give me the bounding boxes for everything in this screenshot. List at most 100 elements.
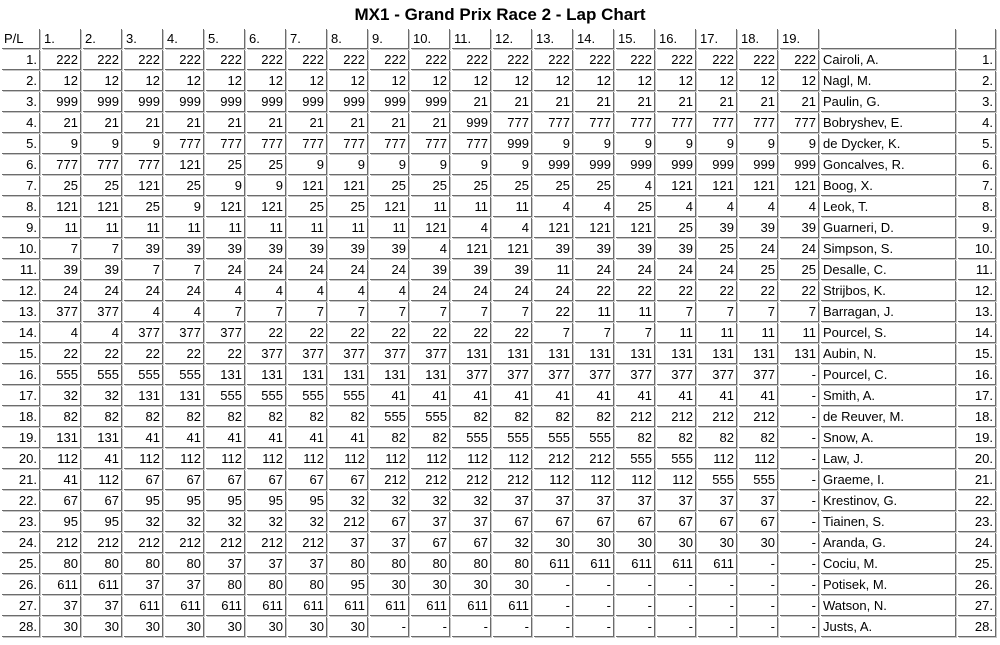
lap-cell: 12: [452, 71, 491, 91]
lap-cell: 999: [42, 92, 81, 112]
lap-cell: 999: [657, 155, 696, 175]
lap-cell: 555: [124, 365, 163, 385]
lap-cell: 131: [575, 344, 614, 364]
lap-cell: 777: [124, 155, 163, 175]
lap-cell: 30: [288, 617, 327, 637]
lap-cell: 222: [493, 50, 532, 70]
lap-cell: 555: [575, 428, 614, 448]
header-lap-11: 11.: [452, 29, 491, 49]
lap-cell: -: [780, 470, 819, 490]
header-lap-3: 3.: [124, 29, 163, 49]
final-position-cell: 18.: [958, 407, 996, 427]
lap-cell: 24: [534, 281, 573, 301]
lap-cell: 95: [288, 491, 327, 511]
lap-cell: 9: [165, 197, 204, 217]
lap-cell: 555: [206, 386, 245, 406]
lap-cell: 67: [124, 470, 163, 490]
lap-cell: 212: [42, 533, 81, 553]
lap-cell: 611: [247, 596, 286, 616]
lap-cell: 82: [288, 407, 327, 427]
lap-cell: 11: [657, 323, 696, 343]
lap-cell: 777: [616, 113, 655, 133]
lap-cell: 121: [575, 218, 614, 238]
lap-cell: 37: [247, 554, 286, 574]
lap-cell: 32: [329, 491, 368, 511]
lap-cell: 95: [206, 491, 245, 511]
lap-cell: 32: [247, 512, 286, 532]
lap-cell: 611: [206, 596, 245, 616]
lap-cell: 131: [698, 344, 737, 364]
final-position-cell: 4.: [958, 113, 996, 133]
position-cell: 17.: [2, 386, 40, 406]
lap-cell: 41: [698, 386, 737, 406]
lap-cell: 41: [329, 428, 368, 448]
lap-cell: 7: [452, 302, 491, 322]
lap-cell: 222: [657, 50, 696, 70]
lap-cell: 12: [534, 71, 573, 91]
final-position-cell: 23.: [958, 512, 996, 532]
lap-cell: -: [575, 575, 614, 595]
lap-cell: 39: [452, 260, 491, 280]
lap-cell: 37: [165, 575, 204, 595]
lap-cell: 11: [452, 197, 491, 217]
lap-cell: 777: [288, 134, 327, 154]
lap-cell: 7: [575, 323, 614, 343]
lap-cell: -: [739, 575, 778, 595]
lap-cell: 25: [329, 197, 368, 217]
lap-cell: -: [698, 575, 737, 595]
lap-cell: 112: [42, 449, 81, 469]
lap-cell: 24: [206, 260, 245, 280]
lap-cell: 777: [247, 134, 286, 154]
lap-cell: 555: [616, 449, 655, 469]
lap-cell: 12: [739, 71, 778, 91]
lap-cell: 11: [780, 323, 819, 343]
lap-cell: 12: [780, 71, 819, 91]
lap-cell: 41: [206, 428, 245, 448]
final-position-cell: 6.: [958, 155, 996, 175]
lap-cell: 37: [657, 491, 696, 511]
lap-cell: 131: [739, 344, 778, 364]
lap-cell: 22: [83, 344, 122, 364]
lap-cell: 555: [83, 365, 122, 385]
lap-cell: 611: [370, 596, 409, 616]
lap-cell: 41: [247, 428, 286, 448]
header-name-spacer: [821, 29, 956, 49]
lap-cell: 9: [411, 155, 450, 175]
lap-cell: 212: [657, 407, 696, 427]
lap-cell: 4: [780, 197, 819, 217]
lap-cell: 611: [165, 596, 204, 616]
lap-cell: 22: [657, 281, 696, 301]
lap-cell: 32: [83, 386, 122, 406]
lap-cell: 12: [657, 71, 696, 91]
final-position-cell: 19.: [958, 428, 996, 448]
lap-cell: 112: [698, 449, 737, 469]
lap-cell: 131: [42, 428, 81, 448]
lap-cell: 222: [616, 50, 655, 70]
rider-name-cell: Pourcel, C.: [821, 365, 956, 385]
lap-cell: 39: [288, 239, 327, 259]
lap-cell: 555: [411, 407, 450, 427]
lap-cell: 67: [575, 512, 614, 532]
lap-cell: 24: [83, 281, 122, 301]
lap-cell: 131: [206, 365, 245, 385]
lap-cell: 95: [83, 512, 122, 532]
rider-name-cell: Aubin, N.: [821, 344, 956, 364]
lap-cell: 4: [165, 302, 204, 322]
lap-cell: 67: [452, 533, 491, 553]
lap-cell: 30: [534, 533, 573, 553]
lap-cell: 21: [247, 113, 286, 133]
lap-cell: 7: [493, 302, 532, 322]
lap-cell: 121: [288, 176, 327, 196]
lap-cell: 24: [493, 281, 532, 301]
final-position-cell: 25.: [958, 554, 996, 574]
header-lap-13: 13.: [534, 29, 573, 49]
lap-cell: 25: [780, 260, 819, 280]
lap-cell: 131: [780, 344, 819, 364]
lap-cell: 121: [165, 155, 204, 175]
lap-cell: 131: [165, 386, 204, 406]
lap-cell: 30: [329, 617, 368, 637]
lap-cell: 999: [206, 92, 245, 112]
position-cell: 3.: [2, 92, 40, 112]
lap-cell: 611: [42, 575, 81, 595]
lap-cell: 7: [698, 302, 737, 322]
